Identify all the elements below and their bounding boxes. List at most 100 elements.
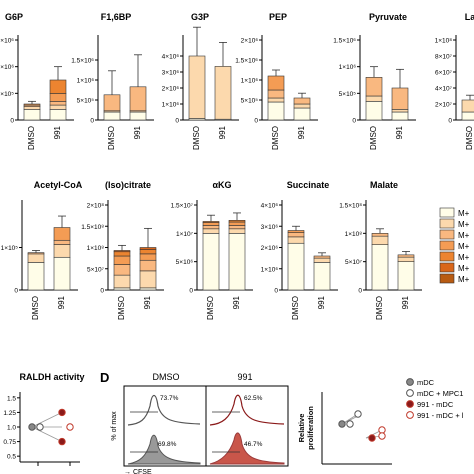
x-tick-label: 991 bbox=[297, 125, 306, 139]
y-tick-label: 0 bbox=[10, 118, 14, 125]
raldh-title: RALDH activity bbox=[19, 372, 84, 382]
prolif-point bbox=[378, 432, 386, 440]
prolif-legend-marker bbox=[406, 378, 414, 386]
raldh-dmso-point bbox=[28, 423, 36, 431]
x-tick-label: DMSO bbox=[117, 296, 126, 320]
x-tick-label: 991 bbox=[53, 125, 62, 139]
y-tick-label: 2×10⁶ bbox=[162, 86, 180, 93]
legend: M+ M+ M+ M+ M+ M+ M+ bbox=[439, 207, 470, 284]
flow-dmso-top-curve bbox=[127, 394, 201, 426]
flow-percentage: 62.5% bbox=[244, 395, 263, 402]
flow-991-frame bbox=[205, 385, 289, 467]
prolif-legend-marker bbox=[406, 389, 414, 397]
legend-label: M+ bbox=[458, 253, 470, 262]
bar-segment bbox=[293, 103, 311, 109]
y-tick-label: 1.5×10⁷ bbox=[171, 203, 194, 210]
bar-segment bbox=[27, 252, 45, 255]
flow-xlabel: → CFSE bbox=[124, 469, 152, 474]
chart-panel: F1,6BP 0 5×10⁵ 1×10⁶ 1.5×10⁶ DMSO 991 bbox=[71, 12, 154, 150]
prolif-legend-label: 991 - mDC + l bbox=[417, 411, 464, 420]
chart-title: αKG bbox=[212, 180, 231, 190]
x-tick-label: 991 bbox=[317, 295, 326, 309]
chart-title: Pyruvate bbox=[369, 12, 407, 22]
bar-segment bbox=[228, 221, 246, 226]
y-tick-label: 2×10⁷ bbox=[435, 102, 453, 109]
bar-segment bbox=[202, 221, 220, 223]
prolif-legend: mDC mDC + MPC1 991 - mDC 991 - mDC + l bbox=[406, 378, 464, 420]
chart-panel: αKG 0 5×10⁶ 1×10⁷ 1.5×10⁷ DMSO 991 bbox=[171, 180, 253, 320]
chart-panel: (Iso)citrate 0 5×10⁷ 1×10⁸ 1.5×10⁸ 2×10⁸ DMSO 9… bbox=[81, 180, 164, 320]
bar-segment bbox=[313, 255, 331, 259]
y-tick-label: 0 bbox=[352, 118, 356, 125]
bar-segment bbox=[228, 233, 246, 291]
bar-segment bbox=[113, 255, 131, 265]
prolif-legend-label: mDC bbox=[417, 378, 435, 387]
proliferation-panel: Relative proliferation bbox=[297, 392, 392, 465]
raldh-pair-line bbox=[31, 412, 63, 428]
bar-segment bbox=[188, 55, 206, 119]
bar-segment bbox=[228, 228, 246, 234]
y-tick-label: 1×10⁷ bbox=[176, 231, 194, 238]
x-tick-label: DMSO bbox=[465, 126, 474, 150]
y-tick-label: 1.5×10⁶ bbox=[0, 38, 14, 45]
x-tick-label: DMSO bbox=[27, 126, 36, 150]
bar-segment bbox=[202, 222, 220, 226]
y-tick-label: 1.5×10⁶ bbox=[235, 58, 258, 65]
x-tick-label: DMSO bbox=[375, 296, 384, 320]
legend-swatch bbox=[439, 262, 455, 273]
bar-segment bbox=[371, 235, 389, 245]
bar-segment bbox=[49, 79, 67, 94]
y-tick-label: 5×10⁵ bbox=[77, 98, 95, 105]
legend-swatch bbox=[439, 240, 455, 251]
chart-title: Succinate bbox=[287, 180, 330, 190]
bar-segment bbox=[139, 270, 157, 289]
bar-segment bbox=[365, 95, 383, 102]
bar-segment bbox=[53, 227, 71, 241]
bar-segment bbox=[202, 228, 220, 234]
raldh-dmso-point bbox=[36, 423, 44, 431]
chart-panel: Succinate 0 1×10⁶ 2×10⁶ 3×10⁶ 4×10⁶ DMSO 991 bbox=[261, 180, 338, 320]
y-tick-label: 2×10⁶ bbox=[241, 38, 259, 45]
panel-label-d: D bbox=[100, 370, 109, 385]
bar-segment bbox=[267, 101, 285, 121]
chart-panel: G6P 0 5×10⁵ 1×10⁶ 1.5×10⁶ DMSO 991 bbox=[0, 12, 74, 150]
x-tick-label: 991 bbox=[395, 125, 404, 139]
y-tick-label: 1.5×10⁶ bbox=[333, 38, 356, 45]
chart-title: G6P bbox=[5, 12, 23, 22]
y-tick-label: 0 bbox=[189, 288, 193, 295]
bar-segment bbox=[113, 250, 131, 253]
legend-swatch bbox=[439, 273, 455, 284]
y-tick-label: 1.5×10⁶ bbox=[71, 58, 94, 65]
legend-label: M+ bbox=[458, 231, 470, 240]
bar-segment bbox=[461, 111, 474, 121]
prolif-legend-marker bbox=[406, 411, 414, 419]
x-tick-label: 991 bbox=[143, 295, 152, 309]
x-tick-label: 991 bbox=[218, 125, 227, 139]
y-tick-label: 1×10⁶ bbox=[0, 64, 14, 71]
y-tick-label: 0 bbox=[358, 288, 362, 295]
bar-segment bbox=[397, 256, 415, 262]
y-tick-label: 5×10⁵ bbox=[0, 91, 14, 98]
bar-segment bbox=[103, 111, 121, 121]
chart-title: G3P bbox=[191, 12, 209, 22]
flow-percentage: 46.7% bbox=[244, 441, 263, 448]
bar-segment bbox=[293, 107, 311, 121]
bar-segment bbox=[214, 66, 232, 120]
bar-segment bbox=[113, 251, 131, 257]
raldh-y-tick-label: 0.5 bbox=[7, 454, 16, 461]
bar-segment bbox=[139, 249, 157, 255]
bar-segment bbox=[293, 97, 311, 105]
bar-segment bbox=[365, 77, 383, 97]
bar-segment bbox=[49, 93, 67, 102]
chart-panel: Acetyl-CoA 0 1×10⁵ DMSO 991 bbox=[1, 180, 83, 320]
legend-label: M+ bbox=[458, 220, 470, 229]
bar-segment bbox=[49, 101, 67, 106]
y-tick-label: 0 bbox=[90, 118, 94, 125]
prolif-point bbox=[378, 426, 386, 434]
bar-segment bbox=[397, 254, 415, 258]
y-tick-label: 4×10⁶ bbox=[162, 54, 180, 61]
y-tick-label: 0 bbox=[14, 288, 18, 295]
raldh-991-point bbox=[58, 408, 66, 417]
y-tick-label: 5×10⁵ bbox=[241, 98, 259, 105]
